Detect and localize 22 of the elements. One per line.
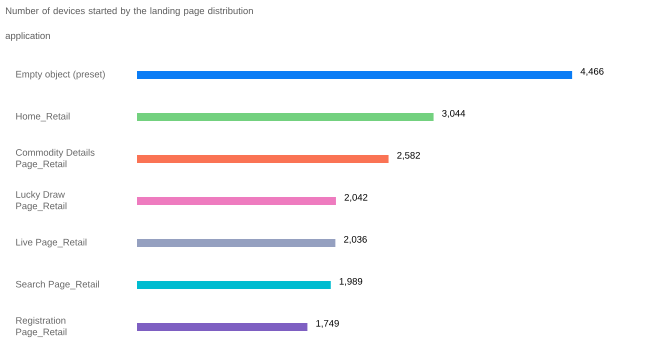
y-tick-label: Empty object (preset) — [16, 70, 105, 80]
y-tick-label: Registration Page_Retail — [16, 316, 66, 338]
y-tick-label: Live Page_Retail — [16, 238, 86, 248]
y-tick-label: Home_Retail — [16, 112, 70, 122]
chart-title: Number of devices started by the landing page distribution application — [6, 7, 253, 41]
data-label: 3,044 — [442, 110, 466, 118]
y-tick-label: Search Page_Retail — [16, 280, 100, 290]
data-label: 1,749 — [316, 320, 339, 328]
data-label: 2,036 — [344, 236, 367, 244]
y-tick-label: Lucky Draw Page_Retail — [16, 190, 66, 212]
bar — [137, 323, 308, 332]
bar — [137, 71, 572, 80]
bar — [137, 155, 389, 164]
bar — [137, 197, 336, 206]
bar — [137, 239, 336, 248]
data-label: 1,989 — [340, 278, 362, 286]
y-tick-label: Commodity Details Page_Retail — [16, 148, 95, 170]
data-label: 2,042 — [344, 194, 368, 202]
data-label: 4,466 — [580, 68, 604, 76]
bar — [137, 281, 331, 290]
bar — [137, 113, 434, 122]
data-label: 2,582 — [397, 152, 420, 160]
